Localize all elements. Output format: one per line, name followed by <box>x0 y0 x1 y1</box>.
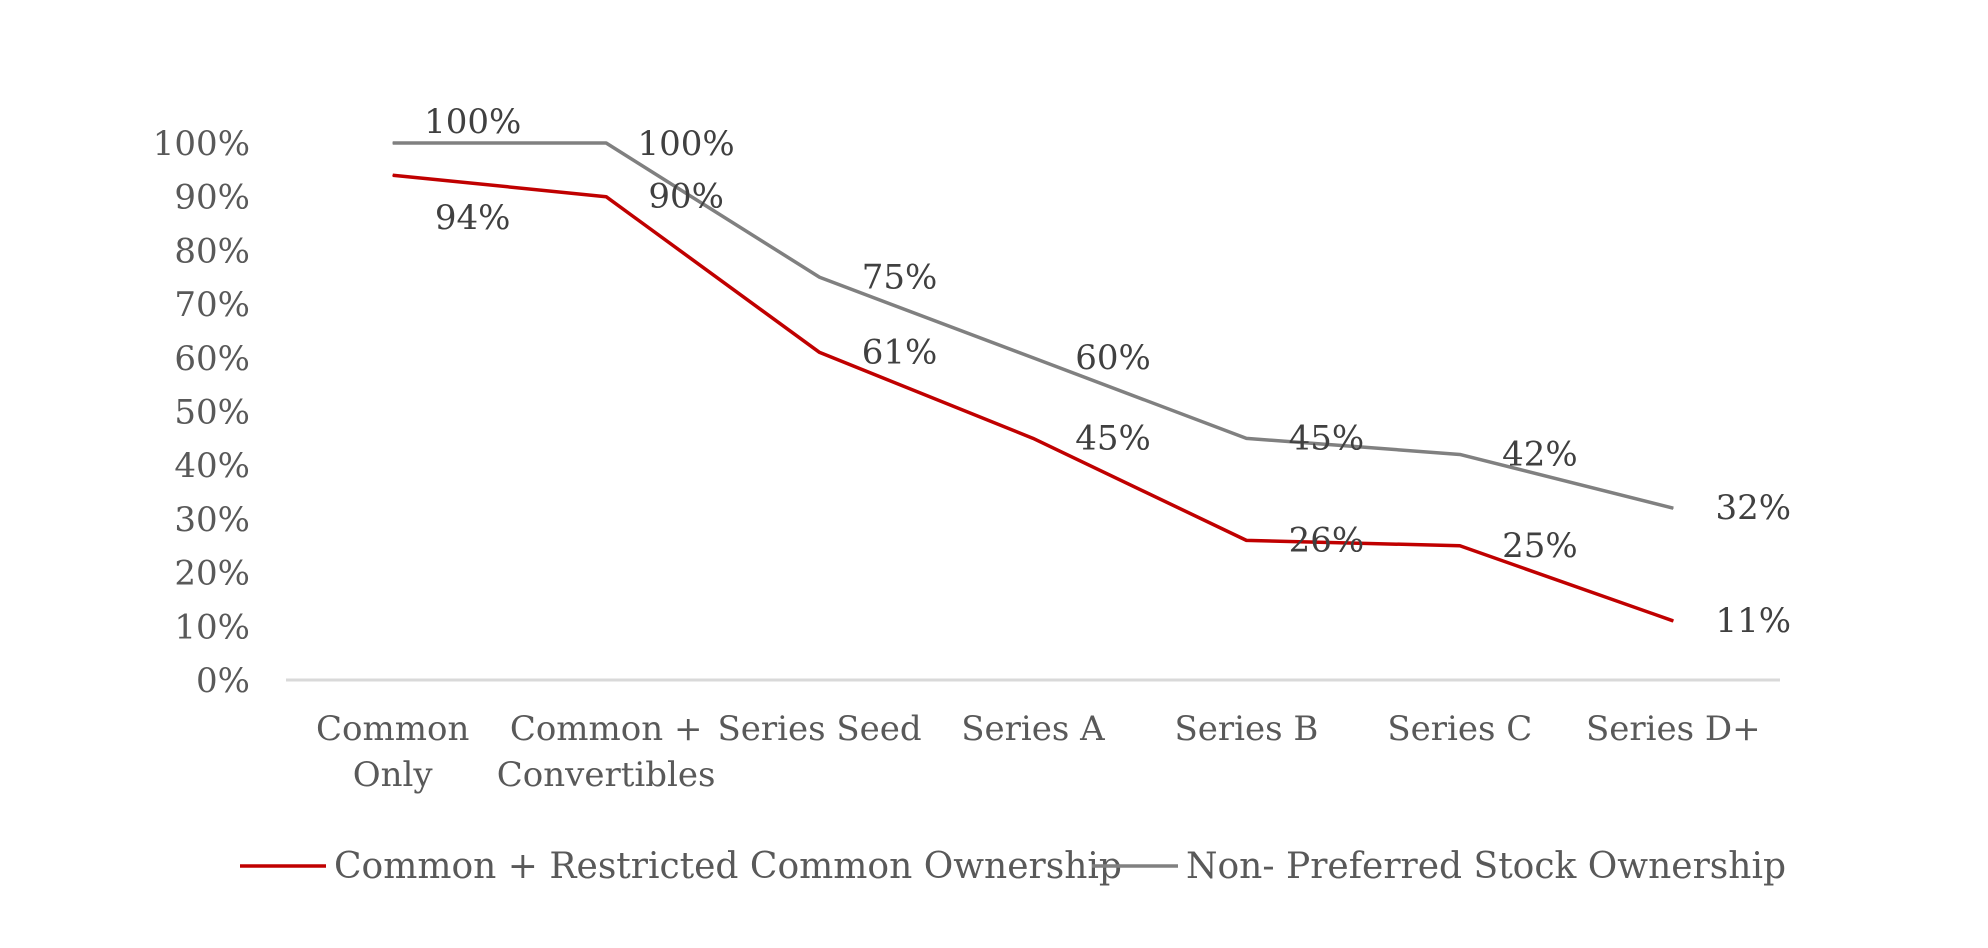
data-point <box>819 351 821 353</box>
y-tick-label: 90% <box>174 178 250 218</box>
data-label: 90% <box>648 177 724 217</box>
y-tick-label: 70% <box>174 285 250 325</box>
data-point <box>1459 453 1461 455</box>
legend-label: Common + Restricted Common Ownership <box>334 846 1122 887</box>
x-tick-label: Series C <box>1387 709 1532 749</box>
x-tick-label: Only <box>353 755 434 795</box>
data-label: 26% <box>1289 520 1365 560</box>
data-label: 100% <box>424 102 521 142</box>
x-tick-label: Series A <box>961 709 1105 749</box>
y-tick-label: 30% <box>174 500 250 540</box>
data-label: 45% <box>1289 418 1365 458</box>
data-label: 94% <box>435 198 511 238</box>
data-point <box>605 196 607 198</box>
data-label: 60% <box>1075 338 1151 378</box>
data-point <box>819 276 821 278</box>
data-label: 32% <box>1715 488 1791 528</box>
x-tick-label: Common <box>316 709 469 749</box>
series-line-1 <box>392 141 1674 510</box>
y-tick-label: 100% <box>153 124 250 164</box>
data-point <box>605 142 607 144</box>
y-tick-label: 20% <box>174 554 250 594</box>
y-tick-label: 50% <box>174 393 250 433</box>
data-point <box>1459 545 1461 547</box>
data-label: 100% <box>638 124 735 164</box>
data-labels: 94% 90% 61% 45% 26% 25% 11% 100% 100% 75% 60% 45% 42… <box>424 102 1791 641</box>
y-tick-label: 0% <box>196 661 250 701</box>
series-line-0 <box>392 173 1674 623</box>
x-tick-label: Common + <box>510 709 703 749</box>
x-tick-label: Convertibles <box>497 755 716 795</box>
data-label: 61% <box>862 332 938 372</box>
data-point <box>1032 437 1034 439</box>
legend-label: Non- Preferred Stock Ownership <box>1186 846 1786 887</box>
legend: Common + Restricted Common Ownership Non-… <box>240 846 1786 887</box>
data-label: 25% <box>1502 526 1578 566</box>
x-tick-label: Series B <box>1174 709 1318 749</box>
data-label: 42% <box>1502 434 1578 474</box>
data-point <box>392 174 394 176</box>
series-lines <box>392 141 1674 623</box>
data-label: 11% <box>1715 601 1791 641</box>
x-tick-label: Series Seed <box>717 709 921 749</box>
data-label: 75% <box>862 257 938 297</box>
data-point <box>1032 357 1034 359</box>
y-axis: 0% 10% 20% 30% 40% 50% 60% 70% 80% 90% 100% <box>153 124 250 701</box>
data-point <box>1672 620 1674 622</box>
data-point <box>1672 507 1674 509</box>
data-point <box>392 142 394 144</box>
data-point <box>1245 437 1247 439</box>
y-tick-label: 80% <box>174 231 250 271</box>
y-tick-label: 40% <box>174 446 250 486</box>
y-tick-label: 10% <box>174 607 250 647</box>
data-point <box>1245 539 1247 541</box>
data-label: 45% <box>1075 418 1151 458</box>
y-tick-label: 60% <box>174 339 250 379</box>
x-tick-label: Series D+ <box>1586 709 1761 749</box>
